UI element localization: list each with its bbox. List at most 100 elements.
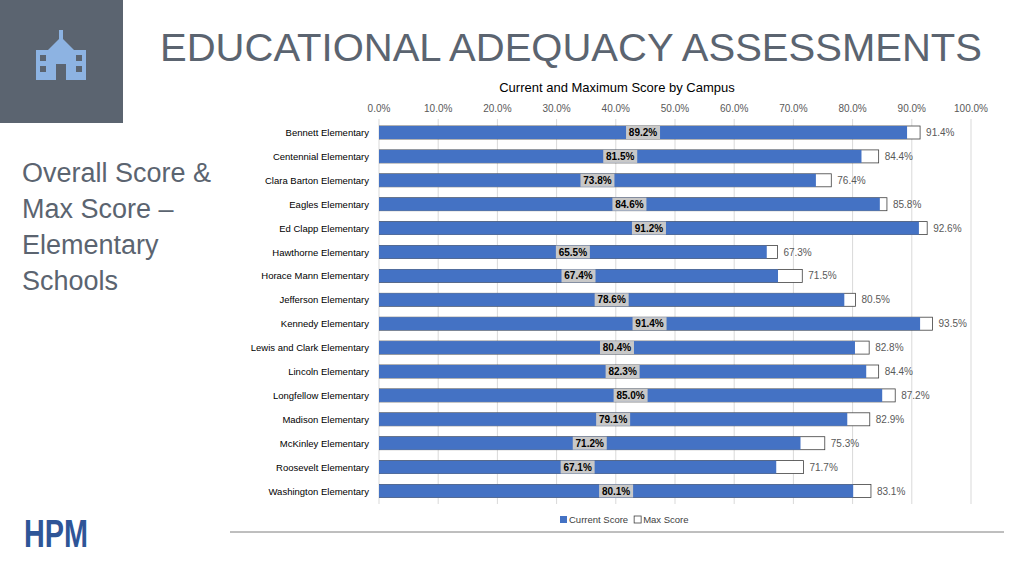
current-bar — [379, 413, 847, 426]
tick-label: 0.0% — [368, 103, 391, 114]
data-label: 71.5% — [808, 270, 836, 281]
max-bar — [379, 365, 879, 378]
footer-rule — [230, 532, 1004, 533]
tick-label: 50.0% — [661, 103, 689, 114]
school-icon — [36, 30, 86, 80]
subtitle-line: Elementary — [22, 230, 159, 260]
data-label-box — [595, 293, 629, 306]
current-bar — [379, 461, 776, 474]
category-label: Jefferson Elementary — [279, 294, 369, 305]
category-label: Bennett Elementary — [286, 127, 370, 138]
data-label-box — [632, 222, 666, 235]
max-bar — [379, 413, 870, 426]
header-panel — [0, 0, 123, 123]
current-bar — [379, 437, 801, 450]
data-label-box — [596, 413, 630, 426]
data-label: 91.4% — [635, 318, 663, 329]
slide: EDUCATIONAL ADEQUACY ASSESSMENTS Overall … — [0, 0, 1024, 576]
data-label: 93.5% — [939, 318, 967, 329]
page-title: EDUCATIONAL ADEQUACY ASSESSMENTS — [160, 27, 982, 69]
tick-label: 70.0% — [779, 103, 807, 114]
chart-title: Current and Maximum Score by Campus — [499, 80, 735, 95]
data-label: 84.4% — [885, 151, 913, 162]
data-label: 89.2% — [629, 127, 657, 138]
data-label: 82.9% — [876, 414, 904, 425]
bars — [379, 126, 933, 498]
category-label: Hawthorne Elementary — [272, 247, 369, 258]
current-bar — [379, 293, 844, 306]
data-label: 85.0% — [616, 390, 644, 401]
category-label: Centennial Elementary — [273, 151, 369, 162]
data-label-box — [562, 269, 596, 282]
category-label: McKinley Elementary — [280, 438, 369, 449]
max-bar — [379, 246, 777, 259]
current-bar — [379, 198, 880, 211]
data-label: 73.8% — [583, 175, 611, 186]
max-bar — [379, 198, 887, 211]
data-label-box — [600, 341, 634, 354]
data-label-box — [561, 461, 595, 474]
data-label-box — [556, 246, 590, 259]
data-label: 82.3% — [608, 366, 636, 377]
data-label: 82.8% — [875, 342, 903, 353]
icon-body — [36, 50, 86, 80]
subtitle-line: Overall Score & — [22, 158, 211, 188]
max-bar — [379, 389, 895, 402]
data-label: 85.8% — [893, 199, 921, 210]
category-label: Eagles Elementary — [289, 199, 369, 210]
legend-swatch — [560, 516, 567, 523]
icon-window — [76, 66, 82, 72]
tick-label: 90.0% — [898, 103, 926, 114]
current-bar — [379, 246, 767, 259]
category-label: Kennedy Elementary — [281, 318, 369, 329]
current-bar — [379, 389, 882, 402]
max-bar — [379, 293, 856, 306]
max-bar — [379, 341, 869, 354]
data-label-box — [606, 365, 640, 378]
legend-label: Max Score — [643, 514, 688, 525]
data-label-box — [626, 126, 660, 139]
legend-label: Current Score — [569, 514, 628, 525]
current-bar — [379, 269, 778, 282]
data-label-box — [599, 485, 633, 498]
legend: Current Score Max Score — [560, 514, 689, 525]
max-bar — [379, 174, 831, 187]
category-label: Roosevelt Elementary — [276, 462, 369, 473]
data-label-box — [633, 317, 667, 330]
data-label: 71.2% — [576, 438, 604, 449]
data-label: 65.5% — [559, 247, 587, 258]
data-label: 80.4% — [603, 342, 631, 353]
current-bar — [379, 365, 866, 378]
max-bar — [379, 126, 920, 139]
data-label: 80.5% — [862, 294, 890, 305]
category-label: Clara Barton Elementary — [265, 175, 369, 186]
tick-label: 80.0% — [838, 103, 866, 114]
grid-line — [911, 119, 912, 504]
category-label: Lincoln Elementary — [288, 366, 369, 377]
max-bar — [379, 150, 879, 163]
current-bar — [379, 126, 907, 139]
data-label-box — [603, 150, 637, 163]
tick-label: 40.0% — [602, 103, 630, 114]
category-label: Ed Clapp Elementary — [279, 223, 369, 234]
category-label: Lewis and Clark Elementary — [251, 342, 370, 353]
data-label: 67.3% — [783, 247, 811, 258]
data-label: 84.6% — [615, 199, 643, 210]
current-bar — [379, 222, 919, 235]
icon-door — [56, 64, 66, 80]
data-label: 87.2% — [901, 390, 929, 401]
logo: HPM — [24, 513, 88, 555]
data-label: 91.2% — [635, 223, 663, 234]
background — [0, 0, 1024, 576]
current-bar — [379, 174, 816, 187]
icon-flagpole — [59, 30, 63, 39]
data-label: 71.7% — [809, 462, 837, 473]
tick-label: 30.0% — [542, 103, 570, 114]
current-bar — [379, 150, 861, 163]
icon-window — [40, 55, 46, 61]
data-label: 79.1% — [599, 414, 627, 425]
icon-window — [76, 55, 82, 61]
data-label-box — [573, 437, 607, 450]
tick-label: 60.0% — [720, 103, 748, 114]
data-label: 75.3% — [831, 438, 859, 449]
